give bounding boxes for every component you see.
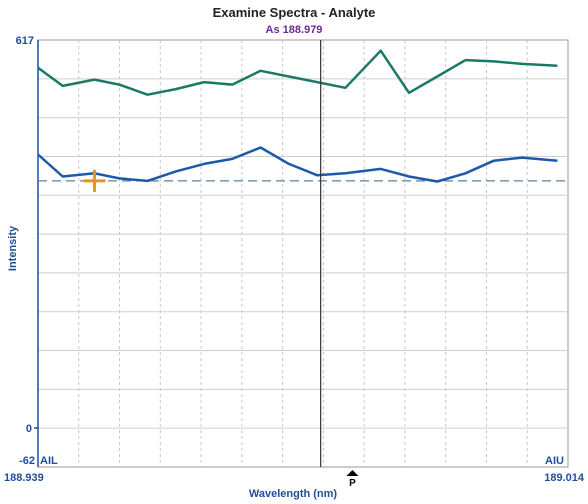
peak-marker-icon[interactable] <box>346 470 359 476</box>
peak-marker-label: P <box>349 478 356 489</box>
corner-label-right: AIU <box>545 455 564 467</box>
y-axis-label: Intensity <box>7 225 19 271</box>
corner-label-left: AIL <box>40 455 58 467</box>
series-line-1[interactable] <box>37 49 558 96</box>
x-tick-label: 188.939 <box>4 472 44 484</box>
chart-subtitle: As 188.979 <box>265 24 323 36</box>
y-tick-label: -62 <box>19 455 35 467</box>
y-tick-label: 0 <box>26 423 32 435</box>
y-tick-label: 617 <box>16 35 34 47</box>
x-tick-label: 189.014 <box>544 472 585 484</box>
plot-area <box>37 39 569 468</box>
x-axis-label: Wavelength (nm) <box>249 488 338 500</box>
series-line-2[interactable] <box>37 146 558 183</box>
chart-title: Examine Spectra - Analyte <box>212 5 376 20</box>
